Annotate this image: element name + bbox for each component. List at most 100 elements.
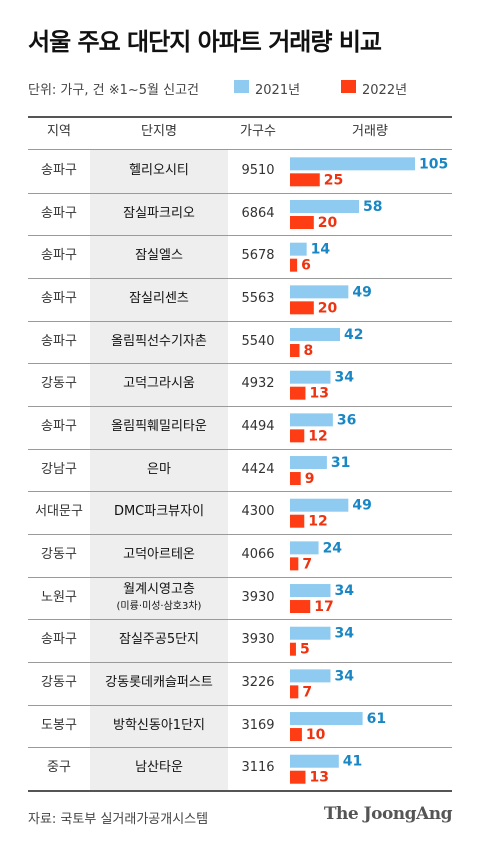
value-label-2022: 7 bbox=[302, 684, 312, 700]
region-cell: 송파구 bbox=[41, 163, 77, 178]
region-cell: 송파구 bbox=[41, 419, 77, 435]
header-households: 가구수 bbox=[240, 124, 276, 139]
bar-2022 bbox=[290, 301, 314, 315]
region-cell: 중구 bbox=[47, 760, 71, 776]
table-bottom-rule bbox=[28, 790, 452, 792]
value-label-2022: 20 bbox=[318, 215, 338, 231]
value-label-2022: 10 bbox=[306, 727, 326, 743]
header-complex: 단지명 bbox=[141, 124, 177, 139]
row-divider bbox=[28, 321, 452, 322]
value-label-2022: 13 bbox=[309, 770, 328, 786]
complex-name-cell: 헬리오시티 bbox=[129, 163, 189, 178]
row-divider bbox=[28, 534, 452, 535]
complex-name-cell: 올림픽훼밀리타운 bbox=[111, 419, 207, 435]
publisher-logo: The JoongAng bbox=[323, 804, 453, 824]
row-divider bbox=[28, 278, 452, 279]
bar-2022 bbox=[290, 258, 298, 272]
value-label-2022: 13 bbox=[309, 386, 328, 402]
region-cell: 송파구 bbox=[41, 205, 77, 221]
row-divider bbox=[28, 235, 452, 236]
legend-swatch-2022 bbox=[341, 80, 356, 93]
complex-column-shade bbox=[90, 150, 228, 790]
complex-name-cell: DMC파크뷰자이 bbox=[113, 504, 205, 520]
bar-2021 bbox=[290, 669, 331, 683]
value-label-2022: 9 bbox=[305, 471, 315, 487]
complex-name-cell: 잠실엘스 bbox=[135, 248, 183, 264]
complex-subtitle-cell: (미륭·미성·삼호3차) bbox=[116, 600, 202, 612]
value-label-2022: 8 bbox=[304, 343, 314, 359]
bar-2022 bbox=[290, 557, 299, 571]
households-cell: 3930 bbox=[241, 632, 275, 648]
bar-2021 bbox=[290, 541, 319, 555]
row-divider bbox=[28, 363, 452, 364]
households-cell: 3930 bbox=[241, 589, 275, 605]
bar-2022 bbox=[290, 685, 299, 699]
bar-2022 bbox=[290, 429, 305, 443]
source-note: 자료: 국토부 실거래가공개시스템 bbox=[28, 812, 209, 827]
region-cell: 송파구 bbox=[41, 333, 77, 349]
households-cell: 3226 bbox=[241, 675, 275, 691]
bar-2021 bbox=[290, 413, 333, 427]
complex-name-cell: 올림픽선수기자촌 bbox=[111, 333, 207, 349]
bar-2021 bbox=[290, 285, 349, 299]
households-cell: 3116 bbox=[241, 760, 275, 776]
bar-2021 bbox=[290, 370, 331, 384]
complex-name-cell: 남산타운 bbox=[135, 760, 183, 776]
bar-2022 bbox=[290, 642, 296, 656]
region-cell: 노원구 bbox=[41, 589, 77, 605]
row-divider bbox=[28, 577, 452, 578]
value-label-2022: 20 bbox=[318, 300, 338, 316]
bar-2022 bbox=[290, 472, 301, 486]
households-cell: 3169 bbox=[241, 717, 275, 733]
households-cell: 6864 bbox=[241, 205, 275, 221]
bar-2022 bbox=[290, 216, 314, 230]
households-cell: 5540 bbox=[241, 333, 275, 349]
value-label-2022: 17 bbox=[314, 599, 333, 615]
header-volume: 거래량 bbox=[352, 124, 388, 139]
households-cell: 5563 bbox=[241, 291, 275, 306]
region-cell: 서대문구 bbox=[35, 504, 83, 520]
bar-2021 bbox=[290, 200, 360, 214]
region-cell: 송파구 bbox=[41, 291, 77, 306]
data-table: 지역 단지명 가구수 거래량 송파구 헬리오시티 9510 송파구 잠실파크리오 6864… bbox=[28, 116, 452, 792]
complex-name-cell: 은마 bbox=[147, 461, 171, 477]
households-cell: 5678 bbox=[241, 248, 275, 264]
bar-2022 bbox=[290, 514, 305, 528]
value-label-2021: 24 bbox=[323, 540, 343, 556]
bar-2021 bbox=[290, 157, 415, 171]
value-label-2022: 25 bbox=[324, 172, 343, 188]
bar-2022 bbox=[290, 173, 320, 187]
complex-name-cell: 잠실주공5단지 bbox=[118, 632, 200, 648]
bar-2021 bbox=[290, 328, 340, 342]
row-divider bbox=[28, 193, 452, 194]
bar-chart: 1052558201464920428341336123194912247341… bbox=[290, 156, 448, 786]
value-label-2022: 6 bbox=[301, 258, 311, 274]
chart-title: 서울 주요 대단지 아파트 거래량 비교 bbox=[28, 28, 382, 56]
row-divider bbox=[28, 491, 452, 492]
legend-label-2022: 2022년 bbox=[362, 83, 408, 98]
row-divider bbox=[28, 705, 452, 706]
value-label-2021: 34 bbox=[334, 370, 354, 386]
value-label-2021: 34 bbox=[334, 583, 354, 599]
legend-swatch-2021 bbox=[234, 80, 249, 93]
header-rule bbox=[28, 149, 452, 150]
households-cell: 4932 bbox=[241, 376, 275, 392]
value-label-2021: 49 bbox=[352, 498, 371, 514]
bar-2021 bbox=[290, 584, 331, 598]
complex-name-cell: 잠실파크리오 bbox=[123, 205, 195, 221]
bar-2021 bbox=[290, 498, 349, 512]
bar-2021 bbox=[290, 242, 307, 256]
value-label-2021: 42 bbox=[344, 327, 363, 343]
households-cell: 4494 bbox=[241, 419, 275, 435]
bar-2021 bbox=[290, 456, 327, 470]
region-cell: 강동구 bbox=[41, 376, 77, 392]
value-label-2021: 31 bbox=[331, 455, 350, 471]
bar-2021 bbox=[290, 712, 363, 726]
complex-name-cell: 잠실리센츠 bbox=[129, 291, 189, 306]
households-cell: 4424 bbox=[241, 461, 275, 477]
value-label-2021: 34 bbox=[334, 626, 354, 642]
value-label-2022: 12 bbox=[308, 514, 327, 530]
complex-name-cell: 월계시영고층 bbox=[123, 581, 195, 597]
region-cell: 강동구 bbox=[41, 675, 77, 691]
value-label-2021: 105 bbox=[419, 156, 448, 172]
